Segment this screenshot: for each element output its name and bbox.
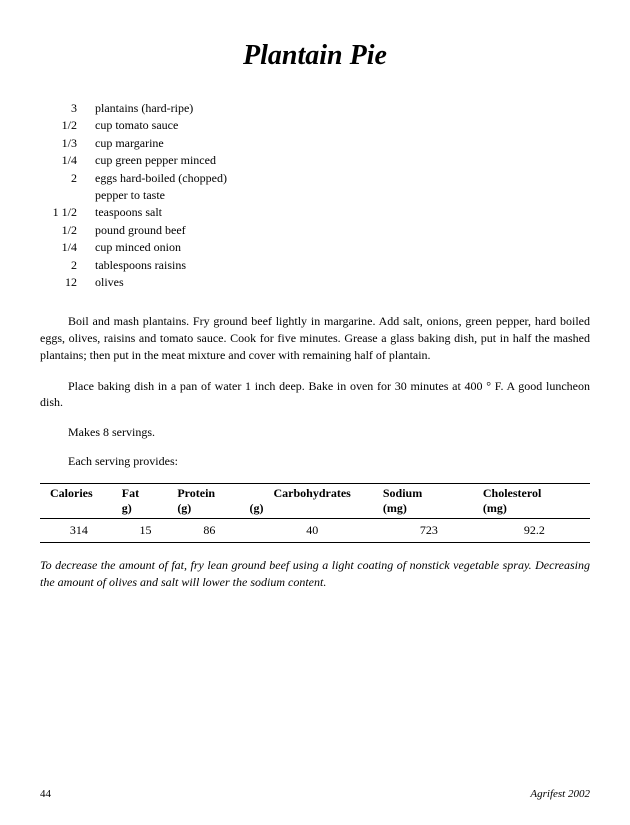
ingredient-row: pepper to taste: [50, 187, 590, 204]
page-footer: 44 Agrifest 2002: [40, 788, 590, 800]
ingredient-row: 2eggs hard-boiled (chopped): [50, 170, 590, 187]
ingredient-item: teaspoons salt: [95, 204, 590, 221]
source-text: Agrifest 2002: [530, 788, 590, 800]
ingredient-item: eggs hard-boiled (chopped): [95, 170, 590, 187]
nutrition-header: Carbohydrates: [246, 484, 379, 502]
ingredient-qty: 1/2: [50, 222, 95, 239]
ingredient-item: plantains (hard-ripe): [95, 100, 590, 117]
instruction-paragraph: Place baking dish in a pan of water 1 in…: [40, 378, 590, 412]
nutrition-header: Fat: [118, 484, 174, 502]
nutrition-header: Calories: [40, 484, 118, 502]
nutrition-header-row: Calories Fat Protein Carbohydrates Sodiu…: [40, 484, 590, 502]
ingredient-qty: 3: [50, 100, 95, 117]
nutrition-unit: (mg): [379, 501, 479, 519]
ingredient-row: 3plantains (hard-ripe): [50, 100, 590, 117]
recipe-note: To decrease the amount of fat, fry lean …: [40, 557, 590, 591]
ingredients-list: 3plantains (hard-ripe)1/2cup tomato sauc…: [50, 100, 590, 291]
ingredient-qty: 1/2: [50, 117, 95, 134]
provides-text: Each serving provides:: [68, 454, 590, 469]
nutrition-unit: g): [118, 501, 174, 519]
ingredient-qty: 1 1/2: [50, 204, 95, 221]
nutrition-header: Cholesterol: [479, 484, 590, 502]
nutrition-units-row: g) (g) (g) (mg) (mg): [40, 501, 590, 519]
ingredient-item: cup tomato sauce: [95, 117, 590, 134]
ingredient-row: 2tablespoons raisins: [50, 257, 590, 274]
ingredient-qty: 1/3: [50, 135, 95, 152]
ingredient-row: 1/2cup tomato sauce: [50, 117, 590, 134]
nutrition-value: 15: [118, 519, 174, 543]
ingredient-qty: 1/4: [50, 239, 95, 256]
nutrition-header: Sodium: [379, 484, 479, 502]
page-number: 44: [40, 788, 51, 800]
nutrition-value: 314: [40, 519, 118, 543]
nutrition-unit: [40, 501, 118, 519]
ingredient-row: 1 1/2teaspoons salt: [50, 204, 590, 221]
ingredient-item: olives: [95, 274, 590, 291]
ingredient-item: pound ground beef: [95, 222, 590, 239]
ingredient-item: pepper to taste: [95, 187, 590, 204]
ingredient-qty: 12: [50, 274, 95, 291]
nutrition-table: Calories Fat Protein Carbohydrates Sodiu…: [40, 483, 590, 543]
nutrition-unit: (g): [246, 501, 379, 519]
ingredient-qty: 1/4: [50, 152, 95, 169]
ingredient-row: 1/3cup margarine: [50, 135, 590, 152]
nutrition-value: 723: [379, 519, 479, 543]
ingredient-row: 1/4cup green pepper minced: [50, 152, 590, 169]
ingredient-row: 1/2pound ground beef: [50, 222, 590, 239]
ingredient-qty: 2: [50, 257, 95, 274]
ingredient-row: 12olives: [50, 274, 590, 291]
nutrition-values-row: 314 15 86 40 723 92.2: [40, 519, 590, 543]
nutrition-unit: (g): [173, 501, 245, 519]
ingredient-item: cup margarine: [95, 135, 590, 152]
nutrition-unit: (mg): [479, 501, 590, 519]
nutrition-value: 40: [246, 519, 379, 543]
instruction-paragraph: Boil and mash plantains. Fry ground beef…: [40, 313, 590, 363]
ingredient-row: 1/4cup minced onion: [50, 239, 590, 256]
ingredient-item: cup green pepper minced: [95, 152, 590, 169]
instructions: Boil and mash plantains. Fry ground beef…: [40, 313, 590, 411]
ingredient-item: tablespoons raisins: [95, 257, 590, 274]
ingredient-qty: [50, 187, 95, 204]
nutrition-header: Protein: [173, 484, 245, 502]
servings-text: Makes 8 servings.: [68, 425, 590, 440]
nutrition-value: 92.2: [479, 519, 590, 543]
ingredient-item: cup minced onion: [95, 239, 590, 256]
recipe-title: Plantain Pie: [40, 40, 590, 72]
ingredient-qty: 2: [50, 170, 95, 187]
nutrition-value: 86: [173, 519, 245, 543]
